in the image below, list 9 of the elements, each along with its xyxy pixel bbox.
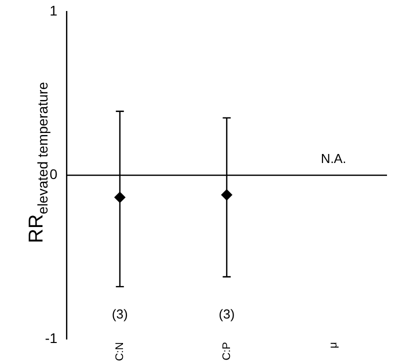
x-tick-label: C:N bbox=[114, 342, 126, 362]
y-tick-label: -1 bbox=[44, 330, 58, 346]
x-tick-label: μ bbox=[328, 342, 340, 348]
y-tick-label: 1 bbox=[50, 2, 58, 18]
annotation: (3) bbox=[112, 306, 128, 322]
y-tick-label: 0 bbox=[50, 166, 58, 182]
annotation: (3) bbox=[218, 306, 235, 322]
annotation: N.A. bbox=[320, 150, 346, 166]
x-tick-label: C:P bbox=[220, 342, 233, 360]
